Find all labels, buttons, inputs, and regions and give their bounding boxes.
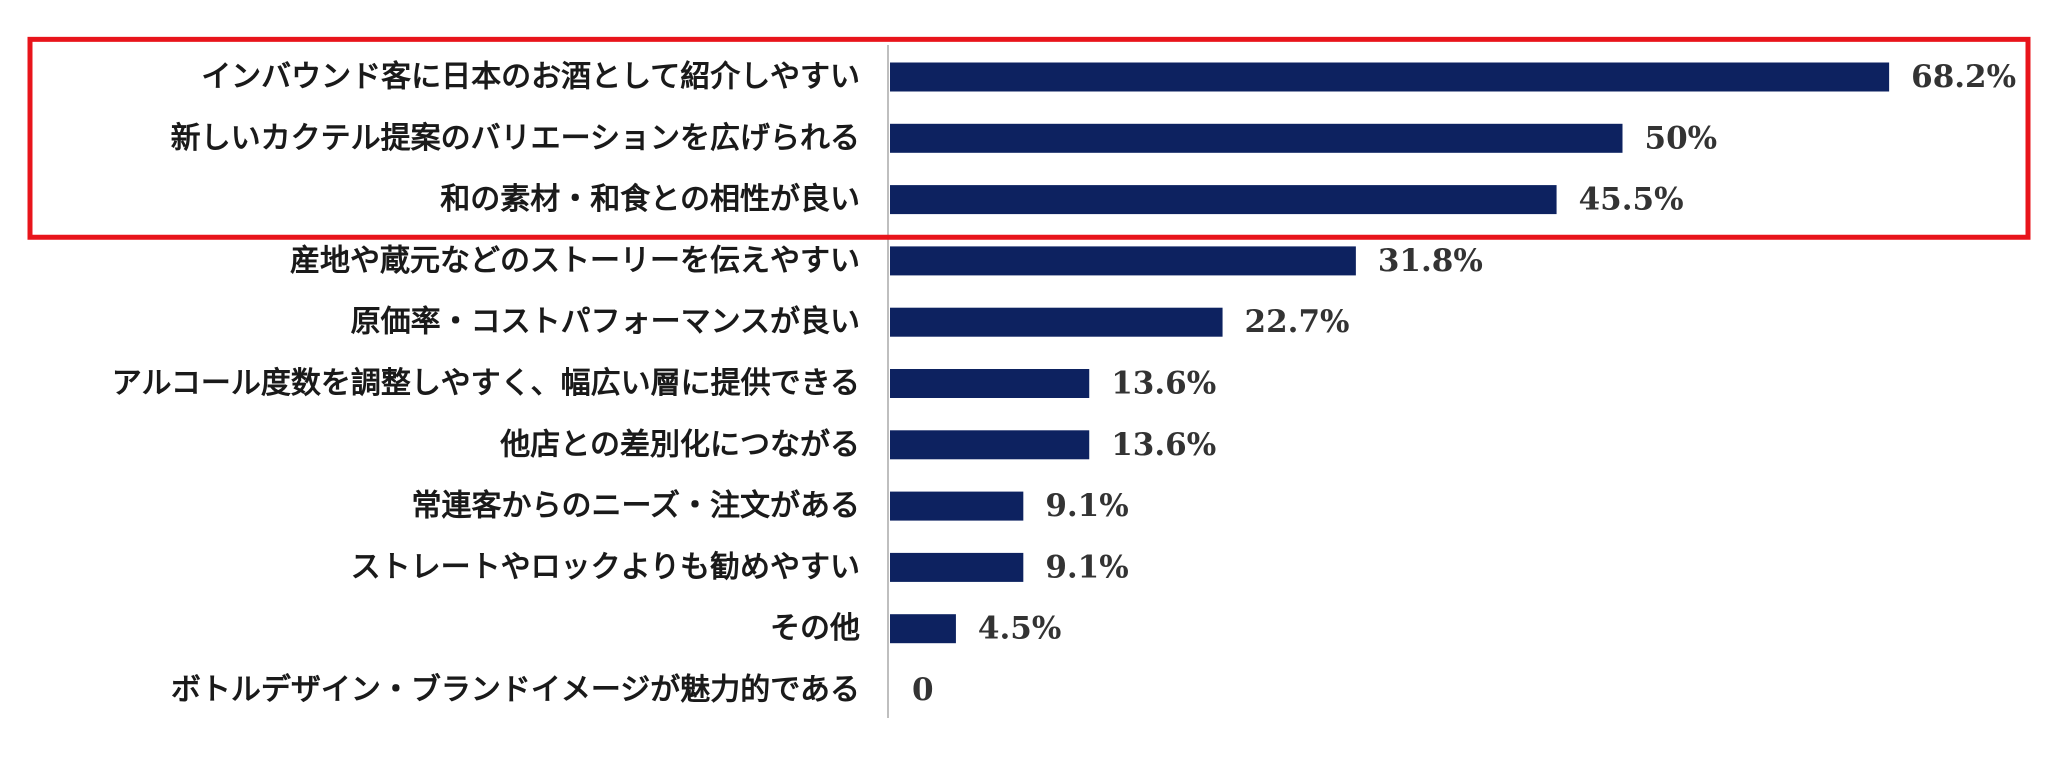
- category-label: 新しいカクテル提案のバリエーションを広げられる: [171, 121, 860, 156]
- category-label: 原価率・コストパフォーマンスが良い: [351, 305, 860, 340]
- category-labels: インバウンド客に日本のお酒として紹介しやすい新しいカクテル提案のバリエーションを…: [112, 60, 860, 708]
- value-label: 22.7%: [1245, 304, 1350, 340]
- category-label: 和の素材・和食との相性が良い: [440, 182, 860, 217]
- category-label: 常連客からのニーズ・注文がある: [412, 489, 861, 524]
- bar: [890, 185, 1557, 215]
- value-label: 9.1%: [1045, 549, 1128, 585]
- value-label: 4.5%: [978, 611, 1061, 647]
- value-label: 45.5%: [1579, 182, 1684, 218]
- category-label: アルコール度数を調整しやすく、幅広い層に提供できる: [112, 366, 860, 401]
- value-label: 50%: [1645, 120, 1718, 156]
- bar: [890, 552, 1024, 582]
- category-label: ボトルデザイン・ブランドイメージが魅力的である: [171, 673, 860, 708]
- value-label: 13.6%: [1111, 366, 1216, 402]
- value-label: 0: [912, 672, 934, 708]
- highlight-box: [27, 36, 2031, 240]
- bar: [890, 62, 1890, 92]
- category-label: 産地や蔵元などのストーリーを伝えやすい: [290, 243, 860, 278]
- category-label: ストレートやロックよりも勧めやすい: [351, 550, 860, 585]
- value-labels: 68.2% 50% 45.5% 31.8% 22.7% 13.6% 13.6% 9.1% 9.1…: [912, 59, 2016, 708]
- bar: [890, 491, 1024, 521]
- bar: [890, 614, 956, 644]
- value-label: 9.1%: [1045, 488, 1128, 524]
- bar: [890, 246, 1356, 276]
- category-label: その他: [770, 611, 860, 646]
- bar: [890, 123, 1623, 153]
- bar: [890, 369, 1090, 398]
- category-label: 他店との差別化につながる: [499, 427, 860, 462]
- bar: [890, 307, 1223, 337]
- value-label: 13.6%: [1111, 427, 1216, 463]
- value-label: 31.8%: [1378, 243, 1483, 279]
- category-label: インバウンド客に日本のお酒として紹介しやすい: [201, 60, 860, 95]
- value-label: 68.2%: [1911, 59, 2016, 95]
- bar: [890, 430, 1090, 460]
- bars-layer: [890, 62, 1890, 644]
